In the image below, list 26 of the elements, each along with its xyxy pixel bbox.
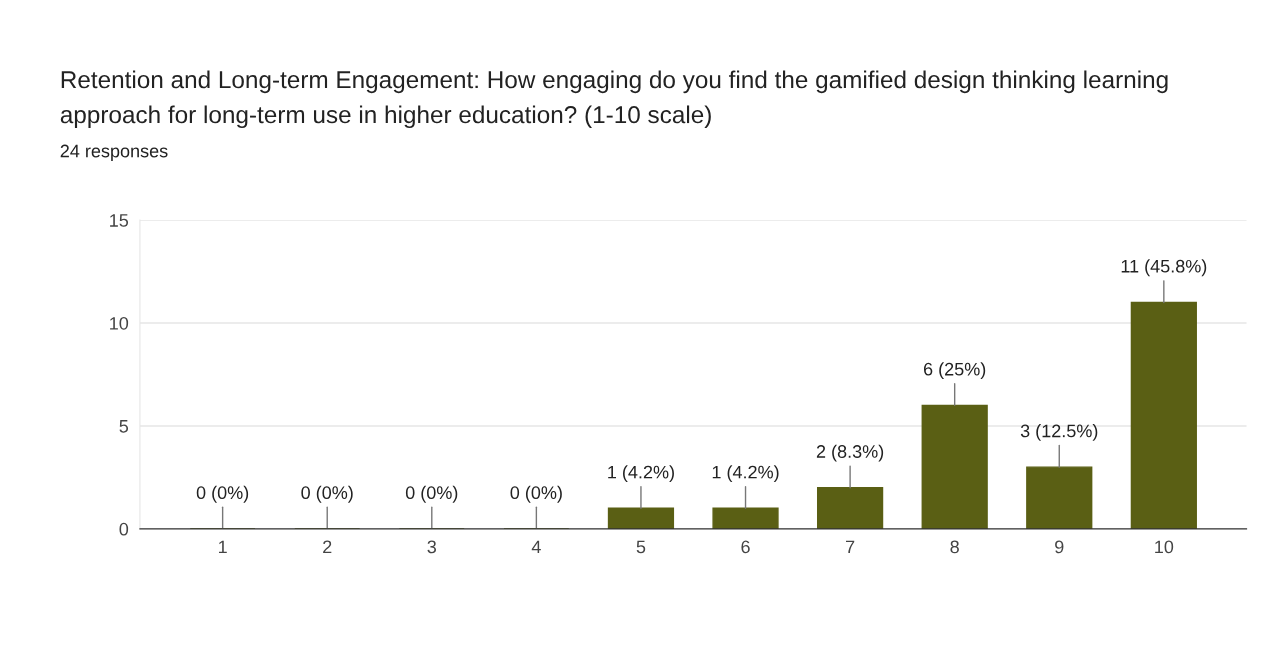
data-label: 0 (0%) — [405, 485, 458, 503]
y-tick-label: 10 — [110, 316, 129, 330]
x-tick-label: 1 — [219, 540, 227, 554]
data-label: 1 (4.2%) — [712, 465, 779, 483]
x-tick-label: 8 — [950, 540, 959, 554]
x-tick-label: 2 — [323, 540, 332, 554]
x-tick-label: 6 — [741, 540, 750, 554]
y-tick-label: 0 — [119, 522, 129, 536]
x-tick-label: 5 — [636, 540, 646, 554]
x-tick-label: 3 — [427, 540, 437, 554]
data-label: 2 (8.3%) — [816, 444, 884, 462]
chart-subtitle: 24 responses — [60, 144, 168, 161]
data-label: 3 (12.5%) — [1020, 424, 1098, 441]
data-label: 11 (45.8%) — [1121, 259, 1207, 277]
x-tick-label: 4 — [531, 540, 541, 554]
data-label: 6 (25%) — [923, 362, 986, 380]
chart-title: Retention and Long-term Engagement: How engaging do you find the gamified design thinking learning approach for long-term use in higher education? (1-10 scale) — [60, 70, 1168, 129]
x-tick-label: 7 — [846, 540, 855, 554]
x-tick-label: 10 — [1155, 540, 1174, 554]
data-label: 1 (4.2%) — [608, 465, 674, 483]
data-label: 0 (0%) — [196, 485, 249, 503]
y-tick-label: 5 — [119, 420, 129, 433]
data-label: 0 (0%) — [301, 485, 353, 503]
x-tick-label: 9 — [1055, 540, 1064, 554]
data-label: 0 (0%) — [510, 485, 562, 503]
y-tick-label: 15 — [110, 214, 129, 227]
